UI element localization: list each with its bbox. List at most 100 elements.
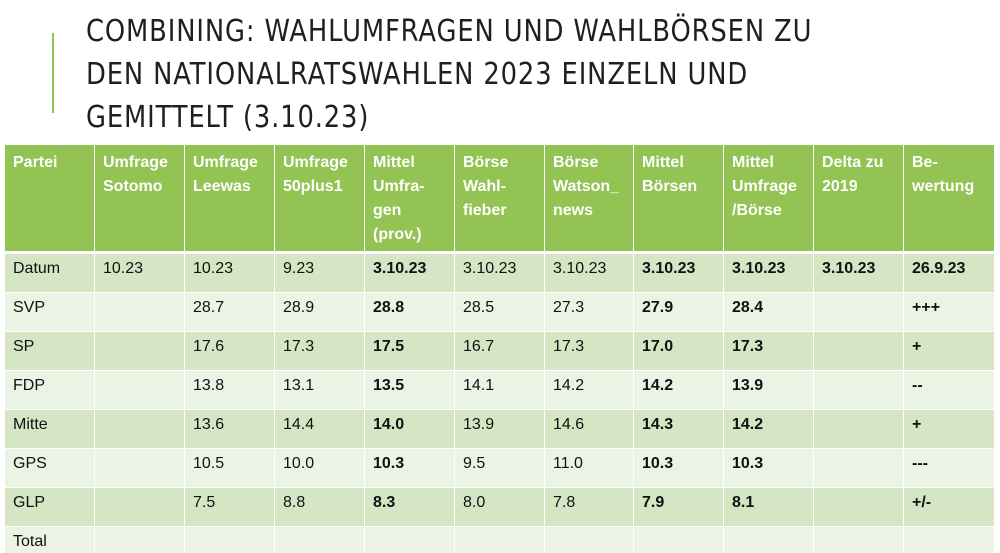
table-cell: 10.23	[94, 251, 185, 293]
row-label: Mitte	[4, 409, 95, 449]
table-cell	[364, 526, 455, 553]
table-cell: 13.1	[274, 370, 365, 410]
title-line: DEN NATIONALRATSWAHLEN 2023 EINZELN UND	[86, 57, 749, 92]
table-cell: 8.8	[274, 487, 365, 527]
table-cell: 14.2	[544, 370, 634, 410]
table-cell: 10.3	[723, 448, 814, 488]
row-label: FDP	[4, 370, 95, 410]
row-label: SP	[4, 331, 95, 371]
table-cell: 8.3	[364, 487, 455, 527]
table-cell: 27.3	[544, 292, 634, 332]
title-line: GEMITTELT (3.10.23)	[86, 100, 370, 135]
table-cell: 17.5	[364, 331, 455, 371]
column-header: Mittel Umfra-gen (prov.)	[364, 144, 455, 253]
table-cell: 14.4	[274, 409, 365, 449]
title-line: COMBINING: WAHLUMFRAGEN UND WAHLBÖRSEN Z…	[86, 14, 813, 49]
table-cell: 14.3	[633, 409, 724, 449]
table-cell	[94, 331, 185, 371]
table-cell	[184, 526, 275, 553]
table-cell: 28.7	[184, 292, 275, 332]
table-cell: 7.5	[184, 487, 275, 527]
poll-table: Partei Umfrage Sotomo Umfrage Leewas Umfrag…	[4, 144, 995, 553]
table-cell: ---	[903, 448, 995, 488]
table-cell: 14.6	[544, 409, 634, 449]
table-cell: 11.0	[544, 448, 634, 488]
table-row: Datum 10.23 10.23 9.23 3.10.23 3.10.23 3.10.23…	[4, 251, 995, 293]
table-cell: 17.3	[274, 331, 365, 371]
table-cell: 28.9	[274, 292, 365, 332]
table-cell	[94, 526, 185, 553]
table-cell: 26.9.23	[903, 251, 995, 293]
table-cell: 14.0	[364, 409, 455, 449]
row-label: GPS	[4, 448, 95, 488]
table-cell: 10.3	[633, 448, 724, 488]
table-cell: 10.5	[184, 448, 275, 488]
table-cell: 17.0	[633, 331, 724, 371]
table-cell: 3.10.23	[544, 251, 634, 293]
table-cell: 28.5	[454, 292, 545, 332]
table-row: Mitte 13.6 14.4 14.0 13.9 14.6 14.3 14.2 +	[4, 409, 995, 449]
table-row: Total	[4, 526, 995, 553]
table-cell	[903, 526, 995, 553]
table-cell: 10.23	[184, 251, 275, 293]
table-cell: 8.1	[723, 487, 814, 527]
table-cell: 3.10.23	[633, 251, 724, 293]
table-cell: 3.10.23	[364, 251, 455, 293]
table-cell: 17.6	[184, 331, 275, 371]
table-cell: +	[903, 331, 995, 371]
table-cell	[94, 370, 185, 410]
accent-line	[52, 33, 54, 113]
table-cell	[813, 292, 904, 332]
table-cell: +	[903, 409, 995, 449]
slide-title: COMBINING: WAHLUMFRAGEN UND WAHLBÖRSEN Z…	[86, 10, 860, 139]
table-cell: +++	[903, 292, 995, 332]
column-header: Umfrage Sotomo	[94, 144, 185, 253]
table-cell: 28.8	[364, 292, 455, 332]
column-header: Umfrage 50plus1	[274, 144, 365, 253]
table-cell	[723, 526, 814, 553]
table-cell: 14.1	[454, 370, 545, 410]
table-cell: 7.8	[544, 487, 634, 527]
row-label: Datum	[4, 251, 95, 293]
table-cell: 3.10.23	[723, 251, 814, 293]
table-cell	[813, 526, 904, 553]
table-cell: 13.6	[184, 409, 275, 449]
row-label: GLP	[4, 487, 95, 527]
table-cell	[544, 526, 634, 553]
table-cell: 9.5	[454, 448, 545, 488]
table-cell: 16.7	[454, 331, 545, 371]
table-row: SP 17.6 17.3 17.5 16.7 17.3 17.0 17.3 +	[4, 331, 995, 371]
table-cell	[94, 292, 185, 332]
column-header: Mittel Börsen	[633, 144, 724, 253]
column-header: Partei	[4, 144, 95, 253]
table-row: SVP 28.7 28.9 28.8 28.5 27.3 27.9 28.4 +++	[4, 292, 995, 332]
table-cell: 17.3	[723, 331, 814, 371]
table-cell: 14.2	[633, 370, 724, 410]
table-row: FDP 13.8 13.1 13.5 14.1 14.2 14.2 13.9 --	[4, 370, 995, 410]
table-cell	[94, 487, 185, 527]
row-label: Total	[4, 526, 95, 553]
table-cell	[274, 526, 365, 553]
header-row: Partei Umfrage Sotomo Umfrage Leewas Umfrag…	[4, 144, 995, 253]
table-cell	[813, 409, 904, 449]
table-cell: 14.2	[723, 409, 814, 449]
table-cell: 7.9	[633, 487, 724, 527]
table-cell	[813, 487, 904, 527]
table-cell: 3.10.23	[454, 251, 545, 293]
table-cell: 13.9	[723, 370, 814, 410]
column-header: Mittel Umfrage /Börse	[723, 144, 814, 253]
table-row: GLP 7.5 8.8 8.3 8.0 7.8 7.9 8.1 +/-	[4, 487, 995, 527]
column-header: Börse Watson_ news	[544, 144, 634, 253]
table-cell: --	[903, 370, 995, 410]
table-cell: +/-	[903, 487, 995, 527]
table-cell: 10.3	[364, 448, 455, 488]
column-header: Be-wertung	[903, 144, 995, 253]
table-cell: 13.8	[184, 370, 275, 410]
table-cell	[813, 448, 904, 488]
table-cell	[454, 526, 545, 553]
table-cell	[94, 448, 185, 488]
column-header: Börse Wahl-fieber	[454, 144, 545, 253]
table-cell	[813, 331, 904, 371]
table-cell: 8.0	[454, 487, 545, 527]
